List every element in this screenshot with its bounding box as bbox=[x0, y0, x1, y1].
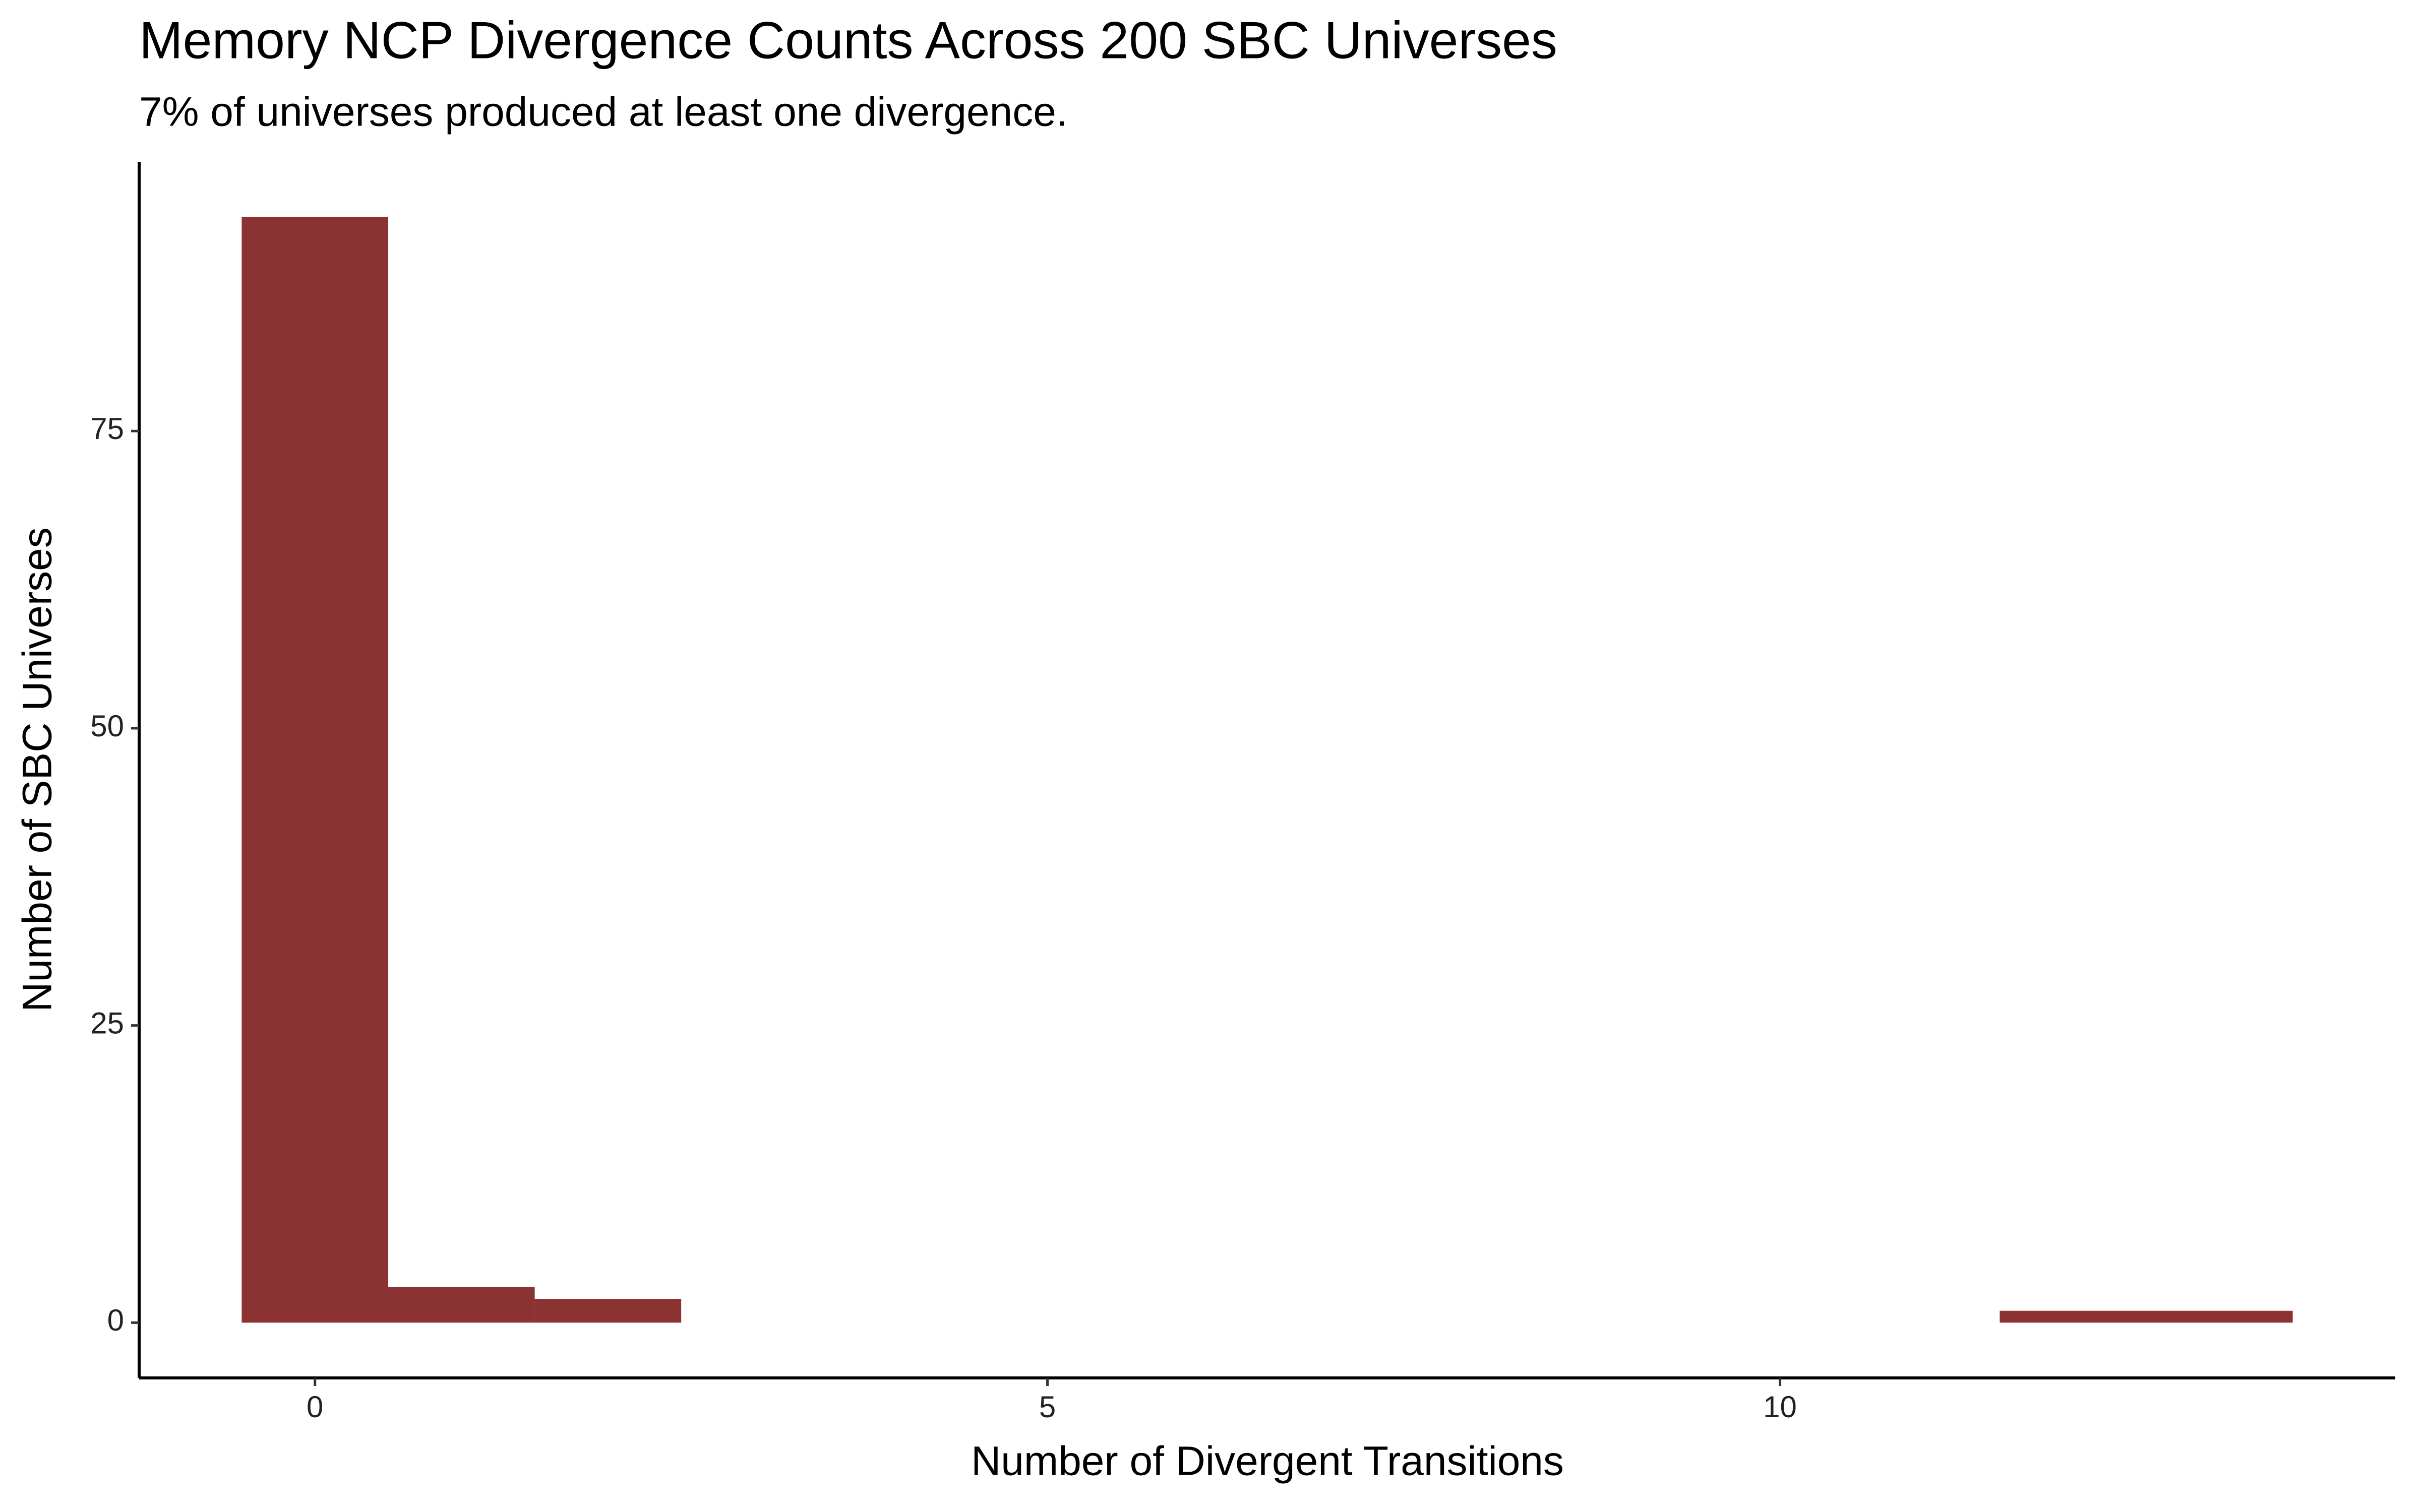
bar bbox=[241, 217, 388, 1323]
y-tick-label: 50 bbox=[90, 709, 124, 743]
bar bbox=[2000, 1310, 2147, 1323]
x-tick-label: 0 bbox=[307, 1390, 323, 1424]
y-axis-label: Number of SBC Universes bbox=[15, 527, 60, 1012]
y-tick-label: 25 bbox=[90, 1006, 124, 1040]
x-tick-label: 5 bbox=[1039, 1390, 1056, 1424]
bar bbox=[534, 1299, 682, 1323]
x-tick-label: 10 bbox=[1763, 1390, 1797, 1424]
bar bbox=[388, 1287, 535, 1323]
x-axis-label: Number of Divergent Transitions bbox=[971, 1438, 1564, 1484]
chart-title: Memory NCP Divergence Counts Across 200 … bbox=[139, 11, 1557, 70]
y-tick-label: 75 bbox=[90, 412, 124, 446]
y-tick-label: 0 bbox=[107, 1303, 124, 1337]
bar bbox=[2146, 1310, 2293, 1323]
chart-subtitle: 7% of universes produced at least one di… bbox=[139, 89, 1068, 135]
